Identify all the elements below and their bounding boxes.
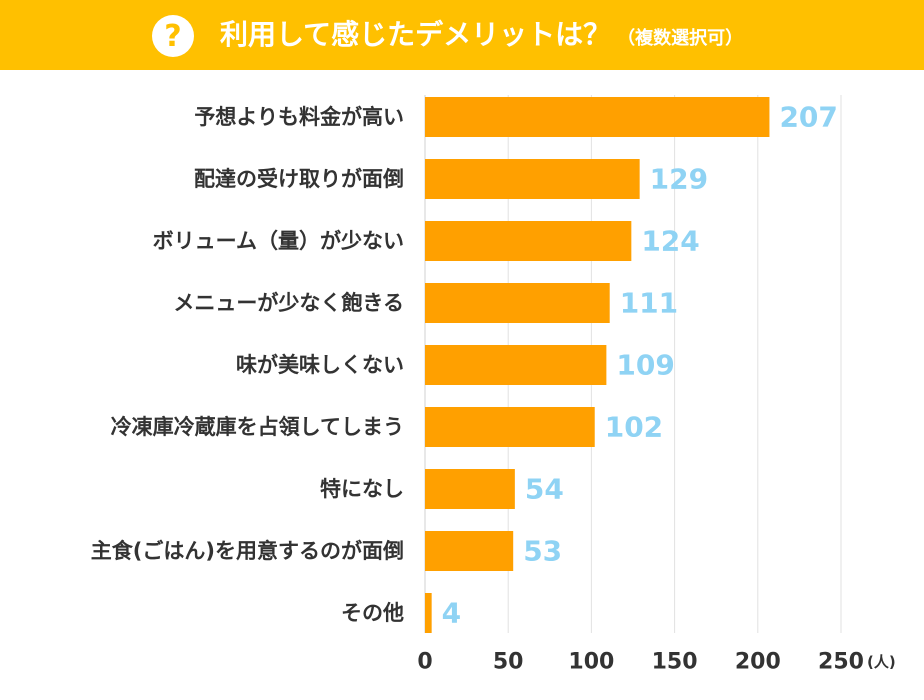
category-label: 配達の受け取りが面倒 — [194, 167, 404, 191]
x-tick-label: 0 — [417, 650, 432, 675]
x-tick-label: 150 — [652, 650, 698, 675]
x-tick-label: 100 — [568, 650, 614, 675]
bar — [425, 407, 595, 447]
category-label: 主食(ごはん)を用意するのが面倒 — [91, 539, 404, 563]
x-tick-label: 250 — [818, 650, 864, 675]
category-label: ボリューム（量）が少ない — [153, 229, 404, 253]
category-label: その他 — [341, 601, 404, 625]
bar — [425, 97, 770, 137]
chart-title: 利用して感じたデメリットは？ （複数選択可） — [220, 14, 743, 56]
x-tick-label: 50 — [493, 650, 524, 675]
bar — [425, 283, 610, 323]
data-label: 129 — [650, 163, 708, 196]
bar-chart: 予想よりも料金が高い 207 配達の受け取りが面倒 129 ボリューム（量）が少ない 12… — [91, 95, 896, 675]
category-label: 特になし — [320, 477, 404, 501]
category-label: 味が美味しくない — [236, 353, 404, 377]
title-subtitle: （複数選択可） — [617, 28, 744, 49]
bar — [425, 345, 607, 385]
data-label: 4 — [442, 597, 461, 630]
question-icon: ? — [152, 15, 194, 57]
header-banner: ? 利用して感じたデメリットは？ （複数選択可） — [0, 0, 924, 70]
data-label: 109 — [616, 349, 674, 382]
data-label: 102 — [605, 411, 663, 444]
bar — [425, 531, 514, 571]
data-label: 54 — [525, 473, 564, 506]
category-label: メニューが少なく飽きる — [173, 291, 404, 315]
bar — [425, 469, 515, 509]
data-label: 111 — [620, 287, 678, 320]
x-axis-unit: (人) — [867, 653, 896, 671]
data-label: 124 — [641, 225, 699, 258]
bar — [425, 159, 640, 199]
bar — [425, 221, 632, 261]
category-label: 冷凍庫冷蔵庫を占領してしまう — [111, 415, 404, 439]
category-label: 予想よりも料金が高い — [194, 105, 404, 129]
data-label: 53 — [523, 535, 562, 568]
bar — [425, 593, 432, 633]
title-main: 利用して感じたデメリットは？ — [220, 18, 612, 51]
x-tick-label: 200 — [735, 650, 781, 675]
data-label: 207 — [779, 101, 837, 134]
